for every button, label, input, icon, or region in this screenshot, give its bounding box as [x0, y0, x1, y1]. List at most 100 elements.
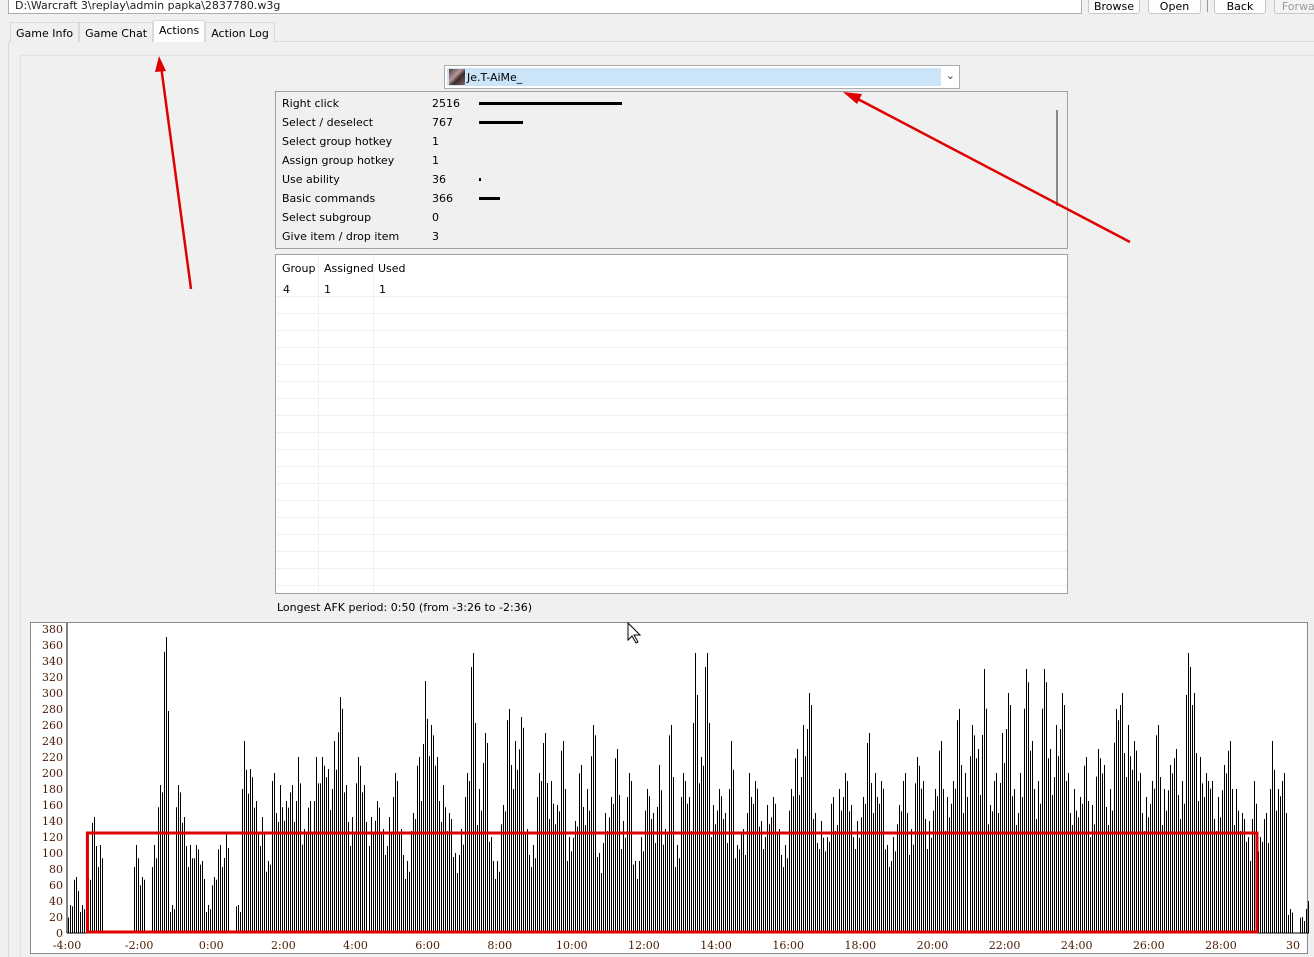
y-tick-label: 280 — [42, 703, 63, 716]
forward-button[interactable]: Forward — [1274, 0, 1314, 14]
action-label: Select subgroup — [282, 211, 372, 224]
action-bar — [479, 178, 481, 181]
x-tick-label: 30 — [1286, 939, 1300, 952]
x-tick-label: 16:00 — [772, 939, 804, 952]
tab-actions[interactable]: Actions — [153, 20, 206, 42]
action-label: Use ability — [282, 173, 340, 186]
apm-chart: 0 20 40 60 80 100 120 140 160 180 200 220 240 260 280 3… — [30, 622, 1309, 954]
y-tick-label: 0 — [56, 927, 63, 940]
action-count: 366 — [432, 192, 453, 205]
stats-scrollbar-thumb[interactable] — [1056, 110, 1058, 206]
y-tick-label: 140 — [42, 815, 63, 828]
y-tick-label: 80 — [49, 863, 63, 876]
y-tick-label: 320 — [42, 671, 63, 684]
action-bar — [479, 121, 523, 124]
x-tick-label: 24:00 — [1061, 939, 1093, 952]
y-tick-label: 340 — [42, 655, 63, 668]
x-tick-label: 26:00 — [1133, 939, 1165, 952]
tab-game-chat[interactable]: Game Chat — [79, 22, 154, 42]
x-tick-label: 6:00 — [415, 939, 440, 952]
y-tick-label: 240 — [42, 735, 63, 748]
chevron-down-icon[interactable]: ⌄ — [945, 69, 955, 82]
tab-bar: Game Info Game Chat Actions Action Log — [10, 20, 275, 42]
group-hotkey-table: Group Assigned Used 4 1 1 — [275, 254, 1068, 594]
open-button[interactable]: Open — [1148, 0, 1201, 14]
x-tick-label: 14:00 — [700, 939, 732, 952]
y-tick-label: 100 — [42, 847, 63, 860]
action-label: Give item / drop item — [282, 230, 400, 243]
column-divider — [373, 255, 374, 593]
tab-action-log[interactable]: Action Log — [205, 22, 275, 42]
action-label: Right click — [282, 97, 340, 110]
toolbar-separator — [1207, 0, 1208, 12]
row-divider — [276, 483, 1067, 484]
player-name: Je.T-AiMe_ — [467, 71, 523, 84]
y-tick-label: 300 — [42, 687, 63, 700]
action-count: 1 — [432, 135, 439, 148]
action-label: Assign group hotkey — [282, 154, 395, 167]
row-divider — [276, 347, 1067, 348]
row-divider — [276, 381, 1067, 382]
row-divider — [276, 364, 1067, 365]
row-divider — [276, 415, 1067, 416]
action-stats-list: Right click 2516 Select / deselect 767 Sel… — [275, 91, 1068, 249]
y-tick-label: 380 — [42, 623, 63, 636]
column-header-group[interactable]: Group — [282, 262, 316, 275]
action-count: 0 — [432, 211, 439, 224]
y-tick-label: 40 — [49, 895, 63, 908]
column-divider — [318, 255, 319, 593]
row-divider — [276, 466, 1067, 467]
x-tick-label: -4:00 — [53, 939, 81, 952]
action-count: 2516 — [432, 97, 460, 110]
row-divider — [276, 330, 1067, 331]
row-divider — [276, 398, 1067, 399]
back-button[interactable]: Back — [1214, 0, 1266, 14]
actions-page — [20, 55, 1314, 957]
y-tick-label: 260 — [42, 719, 63, 732]
y-tick-label: 120 — [42, 831, 63, 844]
row-divider — [276, 313, 1067, 314]
action-label: Basic commands — [282, 192, 376, 205]
row-divider — [276, 568, 1067, 569]
action-count: 767 — [432, 116, 453, 129]
group-cell: 4 — [283, 283, 290, 296]
row-divider — [276, 432, 1067, 433]
x-tick-label: 4:00 — [343, 939, 368, 952]
y-tick-label: 160 — [42, 799, 63, 812]
x-tick-label: 8:00 — [487, 939, 512, 952]
y-tick-label: 60 — [49, 879, 63, 892]
x-tick-label: 0:00 — [199, 939, 224, 952]
x-tick-label: 10:00 — [556, 939, 588, 952]
apm-chart-svg: 0 20 40 60 80 100 120 140 160 180 200 220 240 260 280 3… — [42, 623, 1309, 952]
x-tick-label: 22:00 — [989, 939, 1021, 952]
player-select[interactable]: Je.T-AiMe_ ⌄ — [444, 65, 960, 89]
x-tick-label: 20:00 — [917, 939, 949, 952]
action-count: 1 — [432, 154, 439, 167]
y-tick-label: 20 — [49, 911, 63, 924]
action-label: Select group hotkey — [282, 135, 393, 148]
y-tick-label: 180 — [42, 783, 63, 796]
x-tick-label: -2:00 — [125, 939, 153, 952]
x-tick-label: 2:00 — [271, 939, 296, 952]
row-divider — [276, 551, 1067, 552]
row-divider — [276, 500, 1067, 501]
browse-button[interactable]: Browse — [1088, 0, 1140, 14]
x-tick-label: 28:00 — [1205, 939, 1237, 952]
x-tick-label: 18:00 — [844, 939, 876, 952]
action-count: 3 — [432, 230, 439, 243]
action-count: 36 — [432, 173, 446, 186]
x-tick-label: 12:00 — [628, 939, 660, 952]
row-divider — [276, 296, 1067, 297]
player-select-highlight — [447, 68, 941, 86]
red-highlight-box — [85, 831, 1259, 934]
row-divider — [276, 517, 1067, 518]
row-divider — [276, 585, 1067, 586]
column-header-used[interactable]: Used — [378, 262, 406, 275]
used-cell: 1 — [379, 283, 386, 296]
tab-game-info[interactable]: Game Info — [10, 22, 80, 42]
y-tick-label: 200 — [42, 767, 63, 780]
replay-path-input[interactable]: D:\Warcraft 3\replay\admin papka\2837780… — [8, 0, 1082, 14]
action-label: Select / deselect — [282, 116, 374, 129]
column-header-assigned[interactable]: Assigned — [324, 262, 374, 275]
action-bar — [479, 197, 500, 200]
